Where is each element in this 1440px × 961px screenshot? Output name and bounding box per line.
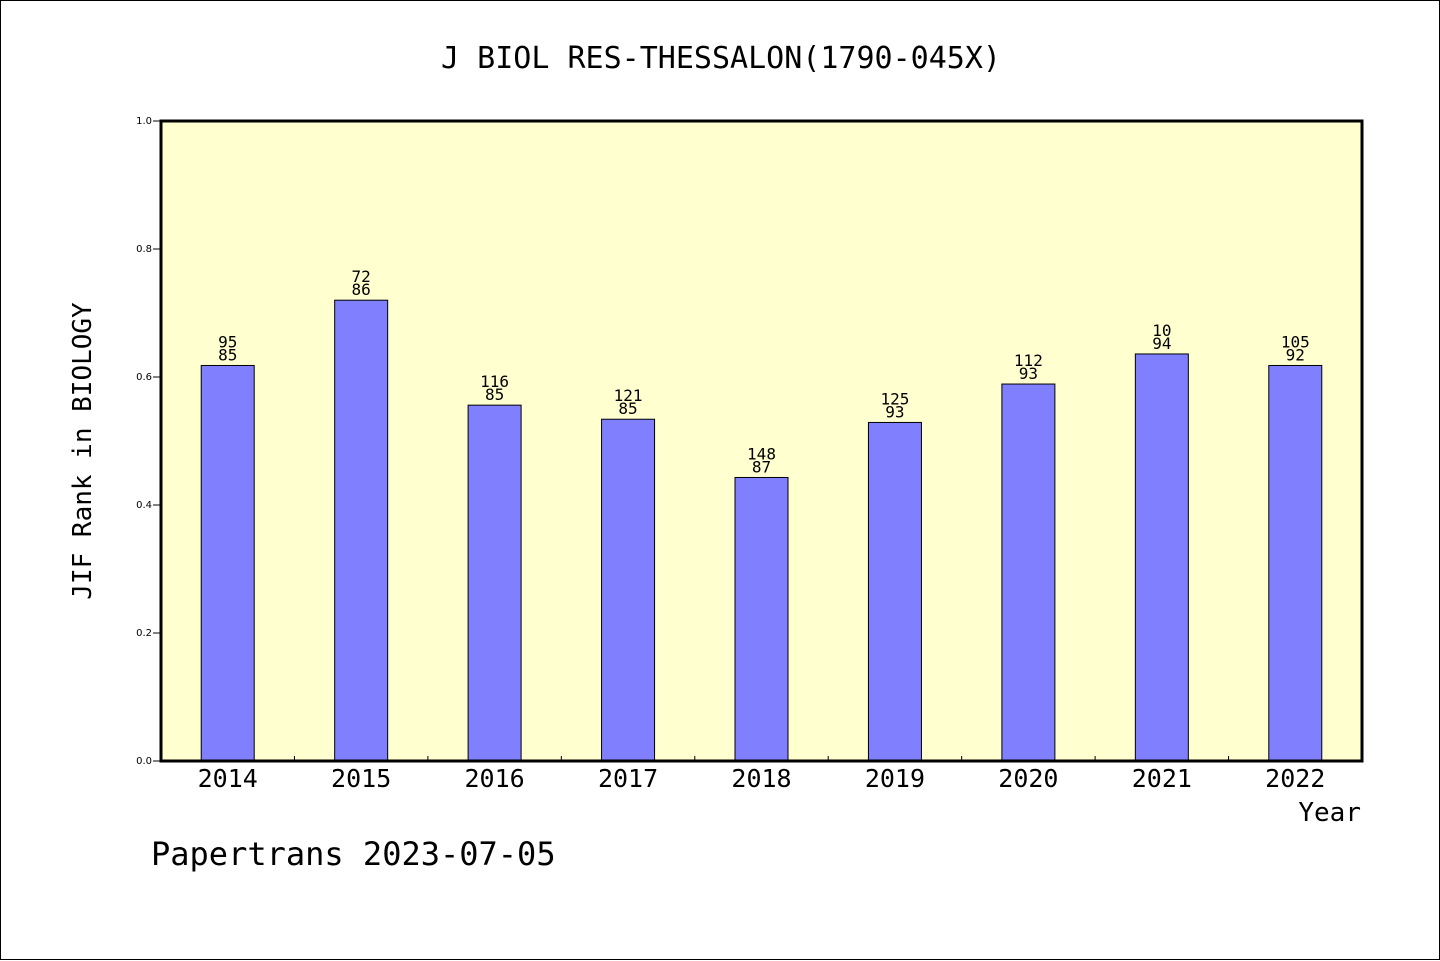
bar-rank-label: 148: [747, 444, 776, 463]
x-tick-label: 2014: [198, 764, 258, 793]
x-tick-label: 2022: [1265, 764, 1325, 793]
x-tick-label: 2017: [598, 764, 658, 793]
x-tick-label: 2015: [331, 764, 391, 793]
bar-2014: [200, 364, 255, 762]
y-tick-label: 0.6: [136, 372, 152, 383]
bar-total-label: 85: [485, 385, 504, 404]
bar-rank-label: 105: [1281, 332, 1310, 351]
bar-total-label: 85: [218, 345, 237, 364]
bar-2015: [334, 299, 389, 762]
bar-rank-label: 121: [614, 386, 643, 405]
bar-total-label: 94: [1152, 334, 1171, 353]
bar-2017: [601, 418, 656, 762]
y-tick-label: 0.0: [136, 756, 152, 767]
chart-title: J BIOL RES-THESSALON(1790-045X): [441, 41, 1001, 76]
bar-rank-label: 72: [352, 267, 371, 286]
bar-rank-label: 10: [1152, 321, 1171, 340]
y-tick-label: 0.4: [136, 500, 152, 511]
y-tick-label: 0.2: [136, 628, 152, 639]
x-axis-label: Year: [1298, 798, 1361, 828]
bar-total-label: 92: [1286, 345, 1305, 364]
bar-2018: [734, 476, 789, 762]
bar-rank-label: 125: [880, 389, 909, 408]
y-tick-label: 0.8: [136, 244, 152, 255]
x-tick-label: 2019: [865, 764, 925, 793]
x-tick-label: 2021: [1132, 764, 1192, 793]
bar-total-label: 87: [752, 457, 771, 476]
footer-text: Papertrans 2023-07-05: [151, 835, 556, 873]
bar-2016: [467, 404, 522, 762]
y-tick-label: 1.0: [136, 116, 152, 127]
x-tick-label: 2020: [998, 764, 1058, 793]
bar-2019: [867, 421, 922, 762]
bar-rank-label: 116: [480, 372, 509, 391]
x-tick-label: 2018: [731, 764, 791, 793]
bar-total-label: 93: [1019, 364, 1038, 383]
bar-2022: [1268, 364, 1323, 762]
bar-rank-label: 112: [1014, 351, 1043, 370]
bar-2021: [1134, 353, 1189, 762]
bar-rank-label: 95: [218, 332, 237, 351]
bar-total-label: 93: [885, 402, 904, 421]
x-tick-label: 2016: [465, 764, 525, 793]
bar-total-label: 85: [618, 399, 637, 418]
bar-total-label: 86: [352, 280, 371, 299]
plot-border: [159, 119, 1364, 763]
bar-2020: [1001, 383, 1056, 762]
y-axis-label: JIF Rank in BIOLOGY: [68, 302, 98, 600]
